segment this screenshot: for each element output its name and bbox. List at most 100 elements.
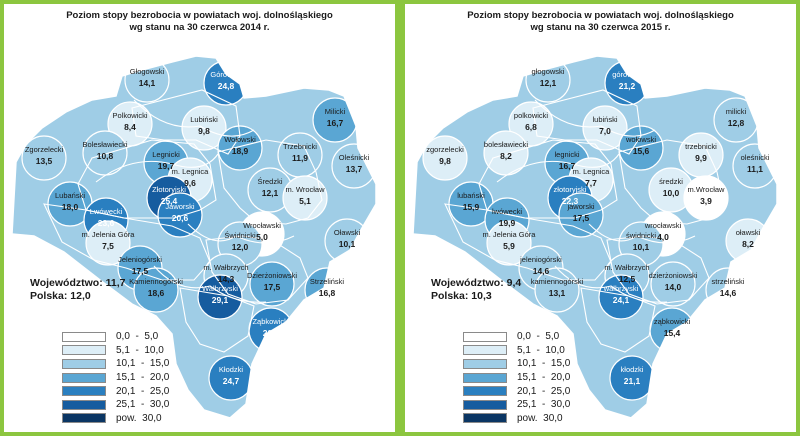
district-name: Dzierżoniowski (247, 271, 297, 280)
legend-swatch (463, 386, 507, 397)
legend-item: 0,0 - 5,0 (463, 330, 570, 344)
voivodeship-border (412, 55, 778, 419)
map-panel-2014: Poziom stopy bezrobocia w powiatach woj.… (4, 4, 395, 432)
legend-item: pow. 30,0 (62, 412, 169, 426)
district-value: 9,8 (198, 126, 210, 136)
district-value: 7,0 (599, 126, 611, 136)
legend-swatch (62, 331, 106, 342)
district-value: 13,1 (549, 288, 566, 298)
district-name: oławski (736, 228, 761, 237)
district-value: 12,5 (619, 274, 636, 284)
district-border (606, 235, 710, 305)
district-border (618, 139, 724, 225)
district-border (95, 153, 219, 183)
district-value: 14,0 (665, 282, 682, 292)
district-value: 24,8 (218, 81, 235, 91)
district-name: Lwówecki (90, 207, 123, 216)
district-value: 16,7 (559, 161, 576, 171)
district-name: jaworski (566, 202, 594, 211)
district-name: m. Jelenia Góra (483, 230, 537, 239)
district-value: 24,1 (613, 295, 630, 305)
district-name: Kamiennogórski (129, 277, 183, 286)
district-border (532, 89, 642, 155)
district-value: 10,0 (663, 188, 680, 198)
district-name: m. Wałbrzych (203, 263, 248, 272)
district-value: 12,0 (232, 242, 249, 252)
legend-item: 25,1 - 30,0 (463, 398, 570, 412)
district-value: 14,3 (218, 274, 235, 284)
legend-swatch (463, 358, 507, 369)
summary-voivodeship: Województwo: 11,7 (30, 277, 126, 289)
district-value: 12,1 (540, 78, 557, 88)
voivodeship-border (11, 55, 377, 419)
district-name: Górowski (210, 70, 242, 79)
legend-item: 10,1 - 15,0 (463, 357, 570, 371)
district-name: górowski (612, 70, 642, 79)
district-name: kamiennogórski (531, 277, 584, 286)
district-name: legnicki (554, 150, 579, 159)
district-name: Lubański (55, 191, 85, 200)
district-name: lwówecki (492, 207, 522, 216)
legend-swatch (62, 386, 106, 397)
legend-label: 20,1 - 25,0 (517, 385, 571, 397)
district-value: 14,6 (533, 266, 550, 276)
map-title: Poziom stopy bezrobocia w powiatach woj.… (405, 10, 796, 34)
legend-item: 20,1 - 25,0 (463, 384, 570, 398)
legend-swatch (463, 399, 507, 410)
district-name: jeleniogórski (519, 255, 562, 264)
district-name: wałbrzyski (603, 284, 639, 293)
district-value: 12,8 (728, 118, 745, 128)
map-title-line2: wg stanu na 30 czerwca 2015 r. (530, 22, 671, 33)
district-name: Głogowski (130, 67, 165, 76)
district-name: m. Jelenia Góra (82, 230, 136, 239)
district-value: 9,6 (184, 178, 196, 188)
legend-label: 15,1 - 20,0 (116, 372, 170, 384)
legend-item: pow. 30,0 (463, 412, 570, 426)
district-region (650, 261, 696, 307)
district-value: 29,1 (212, 295, 229, 305)
district-name: Jeleniogórski (118, 255, 162, 264)
legend-label: 25,1 - 30,0 (517, 399, 571, 411)
summary-poland: Polska: 10,3 (431, 290, 492, 302)
legend-label: 15,1 - 20,0 (517, 372, 571, 384)
district-value: 17,5 (264, 282, 281, 292)
summary-box: Województwo: 11,7 Polska: 12,0 (30, 277, 125, 303)
district-name: Ząbkowicki (252, 317, 289, 326)
district-value: 21,2 (619, 81, 636, 91)
district-name: Złotoryjski (152, 185, 186, 194)
district-name: m. Legnica (573, 167, 611, 176)
legend-item: 10,1 - 15,0 (62, 357, 169, 371)
district-border (534, 99, 656, 137)
district-value: 8,2 (742, 239, 754, 249)
district-shapes (413, 56, 777, 418)
legend-item: 15,1 - 20,0 (62, 371, 169, 385)
district-name: lubiński (592, 115, 617, 124)
district-value: 17,5 (132, 266, 149, 276)
district-name: Oławski (334, 228, 361, 237)
legend-swatch (463, 413, 507, 424)
legend-swatch (463, 345, 507, 356)
district-name: strzeliński (712, 277, 745, 286)
legend-label: 5,1 - 10,0 (116, 344, 164, 356)
district-name: Trzebnicki (283, 142, 317, 151)
district-name: m.Wrocław (688, 185, 726, 194)
district-name: dzierżoniowski (649, 271, 698, 280)
legend-item: 5,1 - 10,0 (463, 344, 570, 358)
district-name: złotoryjski (554, 185, 587, 194)
district-value: 18,6 (148, 288, 165, 298)
summary-voivodeship: Województwo: 9,4 (431, 277, 522, 289)
district-value: 7,7 (585, 178, 597, 188)
district-value: 4,0 (657, 232, 669, 242)
district-value: 19,7 (158, 161, 175, 171)
district-name: Wałbrzyski (202, 284, 238, 293)
district-border (496, 153, 620, 183)
legend-item: 20,1 - 25,0 (62, 384, 169, 398)
district-value: 15,6 (633, 146, 650, 156)
district-border (77, 139, 217, 219)
district-name: lubański (457, 191, 485, 200)
district-name: kłodzki (621, 365, 644, 374)
district-name: Świdnicki (224, 231, 256, 240)
district-value: 18,9 (232, 146, 249, 156)
district-region (249, 261, 295, 307)
district-region (683, 175, 729, 221)
